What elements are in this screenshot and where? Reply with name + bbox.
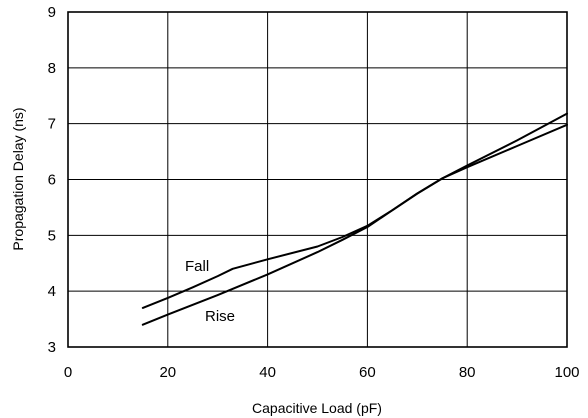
x-tick-labels: 0 20 40 60 80 100 xyxy=(64,364,580,381)
series-line-rise xyxy=(141,112,568,326)
x-tick-label-40: 40 xyxy=(259,364,276,381)
y-tick-label-6: 6 xyxy=(48,172,56,189)
y-axis-label: Propagation Delay (ns) xyxy=(10,107,26,250)
series-group xyxy=(141,112,568,326)
series-line-fall xyxy=(141,123,568,309)
x-axis-label: Capacitive Load (pF) xyxy=(252,400,382,416)
y-tick-label-4: 4 xyxy=(48,283,56,300)
y-tick-label-7: 7 xyxy=(48,116,56,133)
grid xyxy=(68,12,567,347)
x-tick-label-20: 20 xyxy=(159,364,176,381)
y-tick-labels: 3 4 5 6 7 8 9 xyxy=(48,4,56,356)
x-tick-label-80: 80 xyxy=(459,364,476,381)
y-tick-label-5: 5 xyxy=(48,227,56,244)
x-tick-label-0: 0 xyxy=(64,364,72,381)
x-tick-label-100: 100 xyxy=(554,364,579,381)
y-tick-label-8: 8 xyxy=(48,60,56,77)
series-label-fall: Fall xyxy=(185,258,209,275)
series-label-rise: Rise xyxy=(205,308,235,325)
y-tick-label-9: 9 xyxy=(48,4,56,21)
plot-frame xyxy=(67,11,568,348)
y-tick-label-3: 3 xyxy=(48,339,56,356)
x-tick-label-60: 60 xyxy=(359,364,376,381)
